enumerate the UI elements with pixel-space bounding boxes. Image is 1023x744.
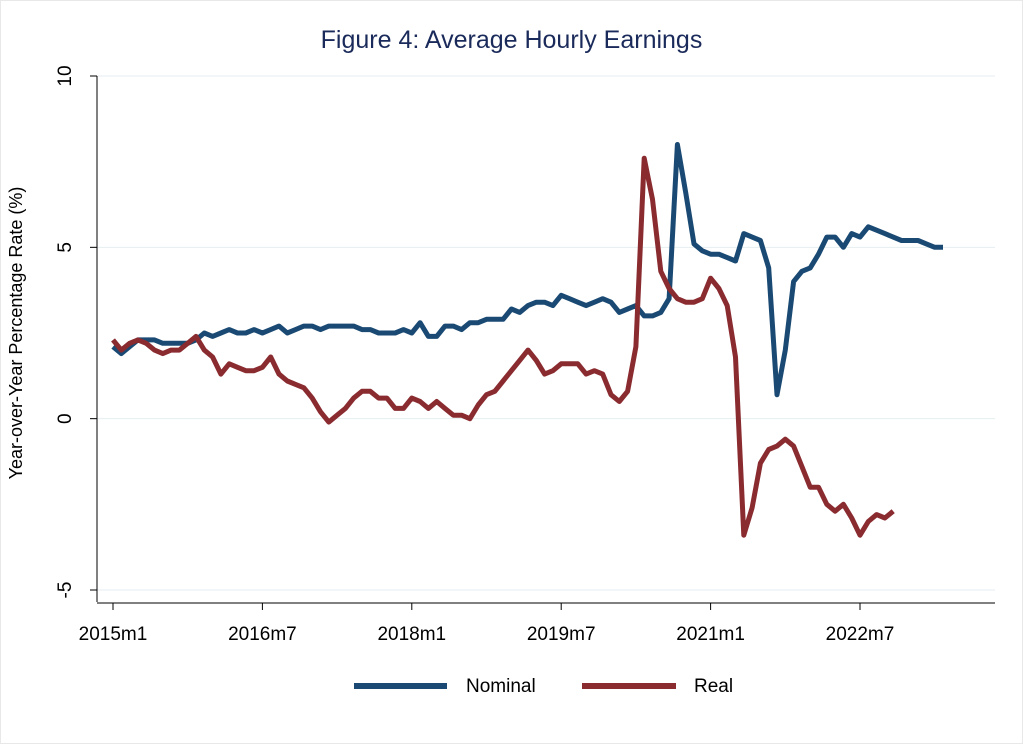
y-axis-label: Year-over-Year Percentage Rate (%)	[6, 187, 26, 480]
series-line-nominal	[111, 142, 943, 398]
x-tick-label: 2015m1	[79, 624, 148, 645]
chart-title: Figure 4: Average Hourly Earnings	[320, 26, 703, 54]
x-tick-label: 2019m7	[527, 624, 596, 645]
x-tick-label: 2016m7	[228, 624, 297, 645]
series-line-real	[111, 155, 895, 538]
series-lines	[111, 142, 943, 538]
x-tick-label: 2018m1	[377, 624, 446, 645]
x-tick-label: 2021m1	[676, 624, 745, 645]
legend-label-nominal: Nominal	[466, 676, 536, 697]
y-tick-label: 0	[55, 413, 76, 424]
axes: -5 0 5 10 2015m1 2016m7 2018m1 2019m7 2021m1 2022…	[55, 65, 995, 645]
legend-label-real: Real	[694, 676, 734, 697]
y-tick-label: 10	[55, 65, 76, 86]
y-tick-label: -5	[55, 582, 76, 599]
x-tick-label: 2022m7	[826, 624, 895, 645]
y-tick-label: 5	[55, 242, 76, 253]
